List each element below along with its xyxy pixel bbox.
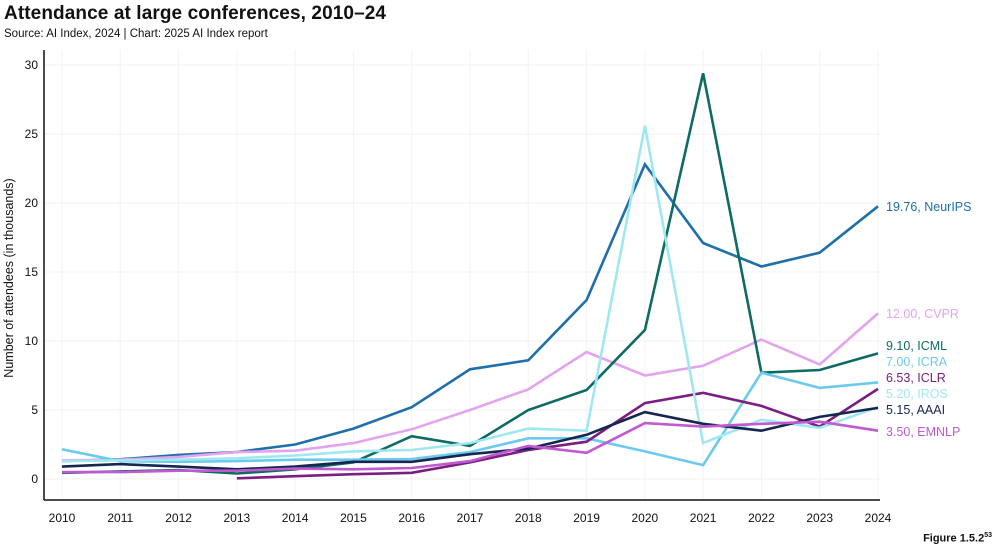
end-label-icra: 7.00, ICRA (886, 355, 948, 369)
end-label-emnlp: 3.50, EMNLP (886, 425, 960, 439)
y-axis-title: Number of attendees (in thousands) (2, 178, 16, 377)
end-labels: 19.76, NeurIPS 12.00, CVPR 9.10, ICML 7.00,… (886, 200, 971, 439)
x-tick-label: 2019 (573, 511, 600, 525)
series-line-icra (61, 371, 879, 467)
x-tick-label: 2017 (457, 511, 484, 525)
figure-footnote: 53 (984, 532, 992, 539)
y-axis-ticks: 0 5 10 15 20 25 30 (25, 58, 39, 486)
y-tick-label: 15 (25, 265, 39, 279)
x-tick-label: 2018 (515, 511, 542, 525)
x-tick-label: 2021 (690, 511, 717, 525)
figure-label: Figure 1.5.253 (923, 532, 992, 545)
end-label-iros: 5.20, IROS (886, 387, 948, 401)
x-axis-ticks: 2010 2011 2012 2013 2014 2015 2016 2017 2018 2019… (49, 511, 892, 525)
series-line-aaai (61, 406, 879, 471)
x-tick-label: 2014 (282, 511, 309, 525)
y-tick-label: 25 (25, 127, 39, 141)
end-label-cvpr: 12.00, CVPR (886, 307, 959, 321)
y-tick-label: 20 (25, 196, 39, 210)
end-label-neurips: 19.76, NeurIPS (886, 200, 971, 214)
x-tick-label: 2016 (398, 511, 425, 525)
x-tick-label: 2024 (865, 511, 892, 525)
x-tick-label: 2013 (224, 511, 251, 525)
x-tick-label: 2012 (165, 511, 192, 525)
end-label-iclr: 6.53, ICLR (886, 371, 946, 385)
x-tick-label: 2020 (632, 511, 659, 525)
series-line-emnlp (62, 420, 879, 474)
y-tick-label: 0 (31, 472, 38, 486)
y-tick-label: 5 (31, 403, 38, 417)
end-label-aaai: 5.15, AAAI (886, 403, 945, 417)
figure-number: Figure 1.5.2 (923, 532, 985, 545)
chart-subtitle: Source: AI Index, 2024 | Chart: 2025 AI … (4, 28, 268, 40)
y-tick-label: 10 (25, 334, 39, 348)
gridlines (44, 50, 880, 500)
x-tick-label: 2023 (806, 511, 833, 525)
end-label-icml: 9.10, ICML (886, 339, 947, 353)
x-tick-label: 2022 (748, 511, 775, 525)
x-tick-label: 2015 (340, 511, 367, 525)
x-tick-label: 2010 (49, 511, 76, 525)
chart-title: Attendance at large conferences, 2010–24 (4, 3, 387, 24)
y-tick-label: 30 (25, 58, 39, 72)
x-tick-label: 2011 (107, 511, 133, 525)
series-line-iclr (236, 387, 879, 480)
series-lines (61, 73, 879, 480)
